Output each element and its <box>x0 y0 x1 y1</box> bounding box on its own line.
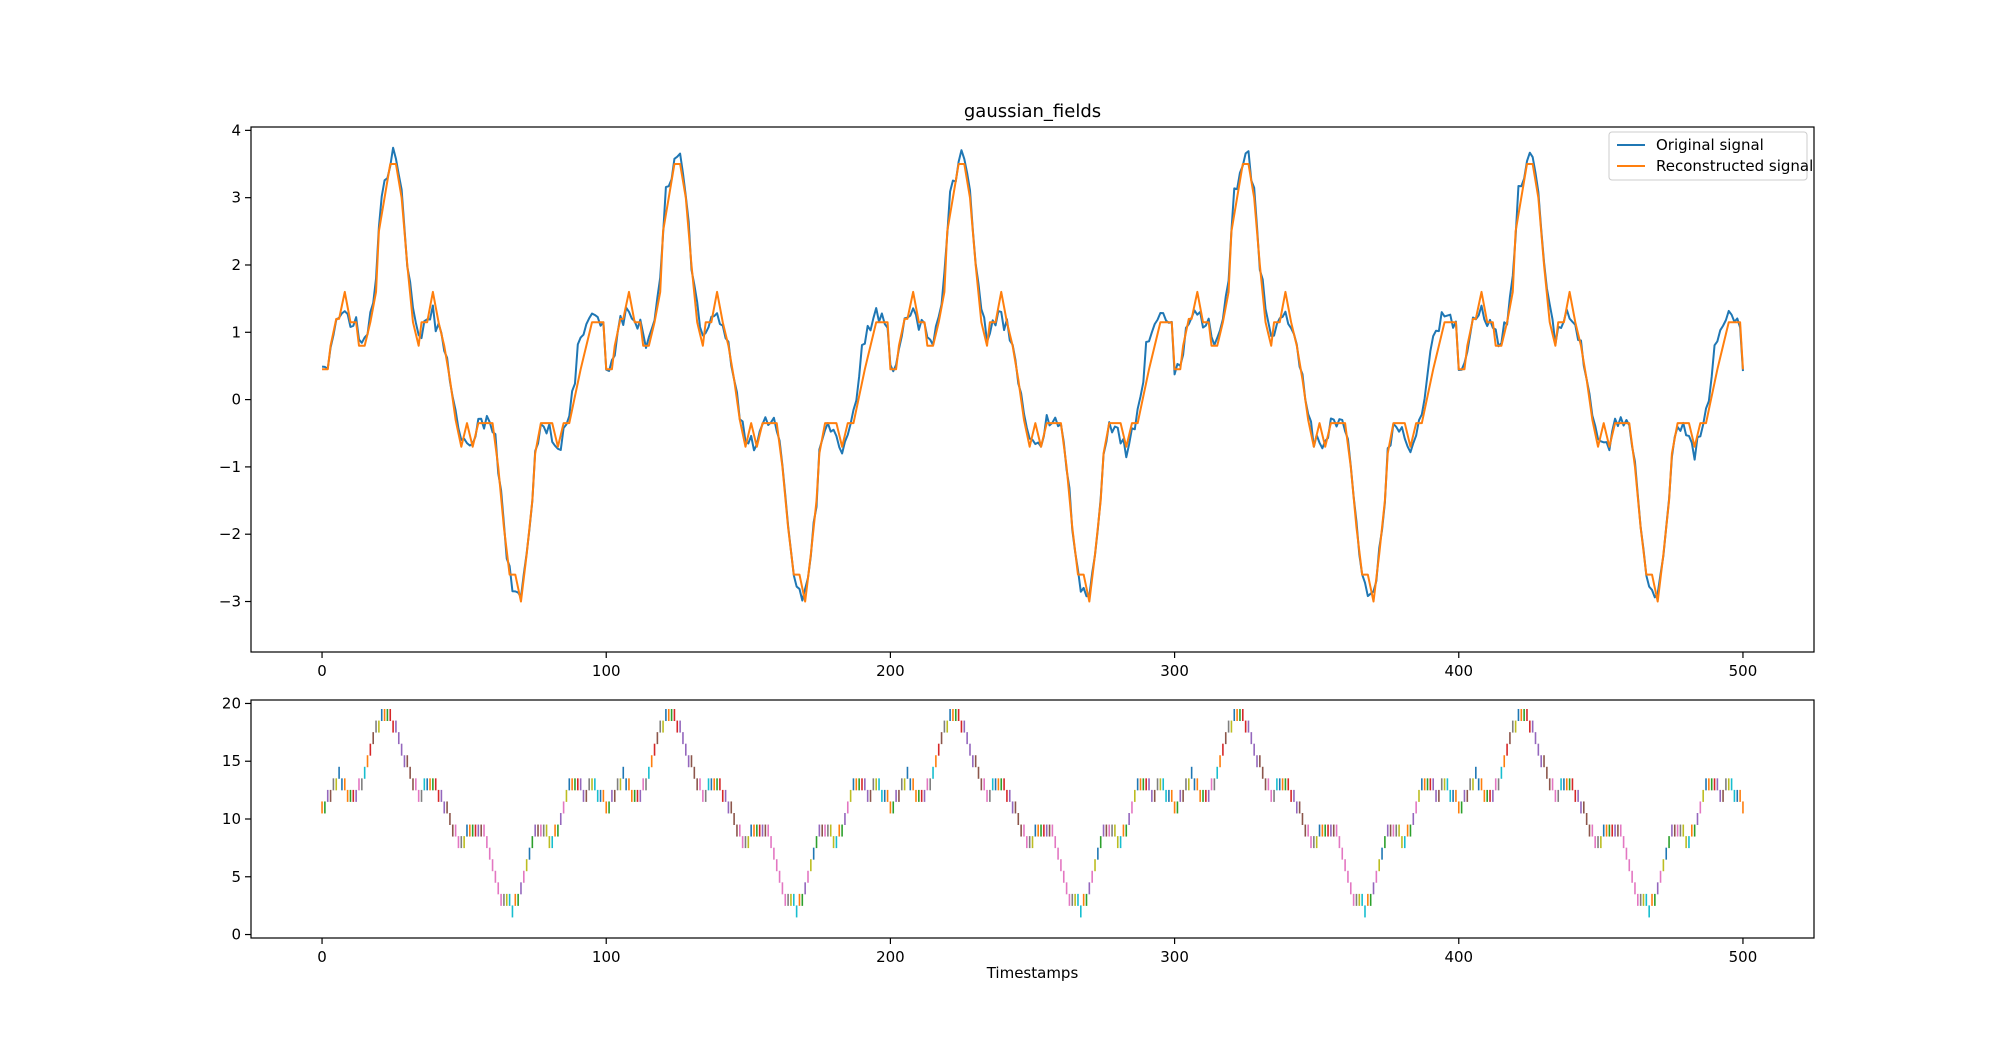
top-y-tick-label: −1 <box>219 458 241 476</box>
top-x-tick-label: 0 <box>317 662 327 680</box>
bottom-ticks-group: 0 100 200 300 400 500 0 5 10 15 20 <box>222 694 1757 966</box>
top-plot: gaussian_fields 0 100 200 300 400 500 −3 −2 −1 0 1… <box>219 101 1815 680</box>
top-y-tick-label: 1 <box>231 323 241 341</box>
bottom-y-tick-label: 0 <box>231 926 241 944</box>
chart-title: gaussian_fields <box>964 101 1101 122</box>
spike-raster-group <box>321 709 1744 918</box>
bottom-x-tick-label: 200 <box>876 948 905 966</box>
top-y-tick-label: −3 <box>219 593 241 611</box>
legend-label-reconstructed: Reconstructed signal <box>1656 157 1813 175</box>
bottom-axes-frame <box>250 699 1815 939</box>
original-signal-line <box>321 146 1744 602</box>
bottom-y-tick-label: 5 <box>231 868 241 886</box>
top-y-tick-label: 2 <box>231 256 241 274</box>
legend-label-original: Original signal <box>1656 136 1764 154</box>
top-x-tick-label: 100 <box>592 662 621 680</box>
top-ticks-group: 0 100 200 300 400 500 −3 −2 −1 0 1 2 3 4 <box>219 121 1757 680</box>
top-y-tick-label: 0 <box>231 391 241 409</box>
legend: Original signal Reconstructed signal <box>1608 131 1813 181</box>
bottom-y-tick-label: 20 <box>222 694 241 712</box>
top-y-tick-label: 3 <box>231 189 241 207</box>
top-x-tick-label: 200 <box>876 662 905 680</box>
top-x-tick-label: 400 <box>1444 662 1473 680</box>
bottom-x-tick-label: 400 <box>1444 948 1473 966</box>
bottom-y-tick-label: 10 <box>222 810 241 828</box>
top-y-tick-label: 4 <box>231 121 241 139</box>
reconstructed-signal-line <box>322 163 1744 603</box>
top-x-tick-label: 500 <box>1729 662 1758 680</box>
bottom-x-tick-label: 100 <box>592 948 621 966</box>
bottom-y-tick-label: 15 <box>222 752 241 770</box>
top-x-tick-label: 300 <box>1160 662 1189 680</box>
bottom-x-tick-label: 500 <box>1729 948 1758 966</box>
bottom-plot: 0 100 200 300 400 500 0 5 10 15 20 Timestamps <box>222 694 1815 982</box>
legend-box <box>1608 131 1808 181</box>
bottom-x-tick-label: 0 <box>317 948 327 966</box>
bottom-x-tick-label: 300 <box>1160 948 1189 966</box>
top-axes-frame <box>250 126 1815 653</box>
x-axis-label: Timestamps <box>986 964 1079 982</box>
top-series-group <box>321 146 1744 603</box>
top-y-tick-label: −2 <box>219 525 241 543</box>
